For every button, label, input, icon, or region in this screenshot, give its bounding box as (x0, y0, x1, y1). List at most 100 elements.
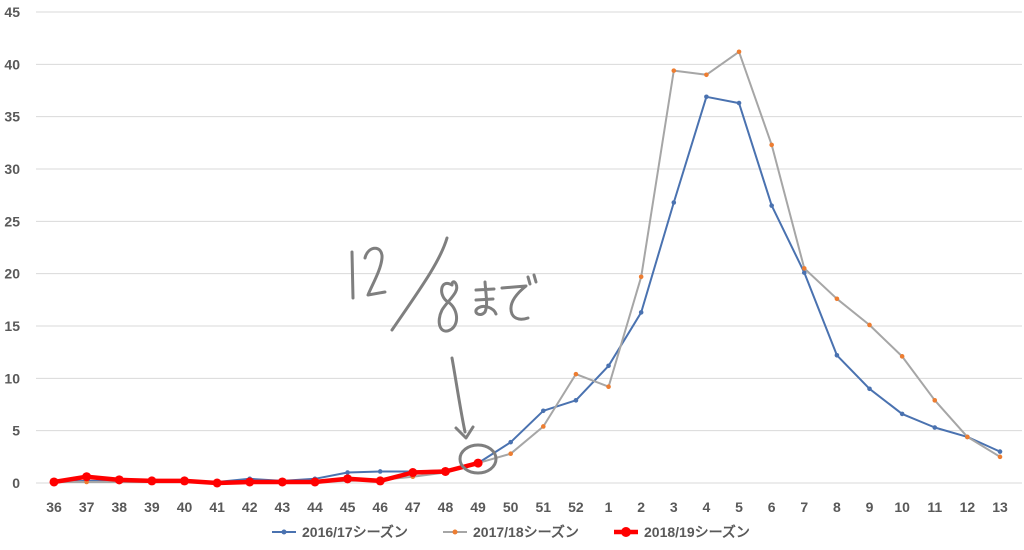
data-point (671, 68, 677, 73)
legend: 2016/17シーズン 2017/18シーズン 2018/19シーズン (272, 524, 750, 540)
data-point (997, 449, 1003, 454)
x-tick-label: 36 (46, 499, 62, 515)
series-3 (49, 458, 483, 488)
data-point (997, 454, 1003, 460)
annotation-circle (458, 443, 498, 475)
y-tick-label: 15 (4, 318, 20, 334)
annotation-arrow-head (454, 425, 475, 440)
x-tick-label: 9 (866, 499, 874, 515)
x-tick-label: 11 (927, 499, 942, 515)
data-point (932, 425, 938, 430)
data-point (82, 472, 92, 482)
x-tick-label: 39 (144, 499, 160, 515)
legend-label: 2018/19シーズン (644, 524, 750, 540)
data-point (965, 434, 970, 440)
y-tick-label: 45 (4, 4, 20, 20)
handwritten-kana-ma (474, 280, 498, 316)
y-tick-label: 10 (4, 370, 20, 386)
data-point (440, 466, 450, 476)
data-point (769, 203, 774, 208)
series-2 (51, 49, 1003, 485)
x-tick-label: 6 (768, 499, 776, 515)
y-tick-label: 35 (4, 109, 20, 125)
data-point (245, 477, 255, 487)
series-1 (51, 94, 1003, 485)
y-tick-label: 30 (4, 161, 20, 177)
data-point (867, 386, 872, 392)
x-tick-label: 38 (111, 499, 127, 515)
x-tick-label: 4 (703, 499, 711, 515)
x-tick-label: 7 (800, 499, 808, 515)
data-point (704, 94, 709, 100)
data-point (573, 398, 579, 403)
data-point (638, 310, 644, 315)
y-tick-label: 25 (4, 213, 20, 229)
series-line (51, 460, 481, 486)
legend-item: 2018/19シーズン (614, 524, 750, 540)
x-tick-label: 51 (536, 499, 552, 515)
gridlines (36, 11, 1022, 484)
data-point (932, 398, 938, 403)
x-tick-label: 10 (894, 499, 910, 515)
x-tick-label: 42 (242, 499, 258, 515)
legend-label: 2017/18シーズン (473, 524, 579, 540)
data-point (147, 476, 157, 486)
data-point (834, 353, 840, 358)
data-point (49, 477, 59, 487)
data-point (769, 142, 774, 148)
legend-item: 2017/18シーズン (443, 524, 579, 540)
handwritten-digit-1 (350, 250, 355, 300)
x-tick-label: 52 (568, 499, 584, 515)
data-point (834, 296, 840, 302)
data-point (606, 363, 611, 369)
y-tick-label: 0 (12, 475, 20, 491)
data-point (508, 439, 513, 445)
x-tick-label: 50 (503, 499, 519, 515)
y-tick-label: 5 (12, 423, 20, 439)
x-tick-label: 5 (735, 499, 743, 515)
data-point (899, 411, 905, 417)
data-point (375, 476, 385, 486)
series-lines (49, 49, 1003, 488)
x-tick-label: 46 (372, 499, 388, 515)
data-point (310, 477, 320, 487)
data-point (541, 424, 546, 429)
handwritten-annotation (350, 236, 538, 475)
x-tick-label: 40 (177, 499, 193, 515)
x-tick-label: 48 (438, 499, 454, 515)
y-tick-label: 40 (4, 56, 20, 72)
legend-label: 2016/17シーズン (302, 524, 408, 540)
data-point (801, 270, 807, 275)
data-point (212, 478, 222, 488)
data-point (704, 72, 709, 78)
data-point (408, 468, 418, 478)
data-point (179, 476, 189, 486)
data-point (114, 475, 124, 485)
x-tick-label: 2 (637, 499, 645, 515)
x-tick-label: 41 (209, 499, 225, 515)
legend-marker (452, 529, 458, 535)
handwritten-digit-2 (363, 246, 387, 297)
data-point (573, 371, 579, 377)
x-tick-label: 47 (405, 499, 421, 515)
x-tick-label: 8 (833, 499, 841, 515)
data-point (473, 458, 483, 468)
data-point (801, 266, 807, 271)
series-line (53, 95, 1001, 483)
data-point (736, 100, 742, 106)
x-tick-label: 43 (275, 499, 291, 515)
data-point (606, 384, 611, 390)
data-point (638, 274, 644, 280)
legend-marker (281, 529, 287, 535)
handwritten-slash (390, 236, 449, 332)
data-point (343, 474, 353, 484)
x-tick-label: 12 (960, 499, 976, 515)
data-point (867, 322, 872, 328)
x-tick-label: 49 (470, 499, 486, 515)
x-axis-tick-labels: 36 37 38 39 40 41 42 43 44 45 46 47 48 49 50 51 52 1 2 3 4 5 6… (46, 499, 1008, 515)
data-point (508, 451, 513, 456)
data-point (345, 470, 350, 475)
x-tick-label: 37 (79, 499, 95, 515)
handwritten-kana-de (500, 273, 538, 321)
